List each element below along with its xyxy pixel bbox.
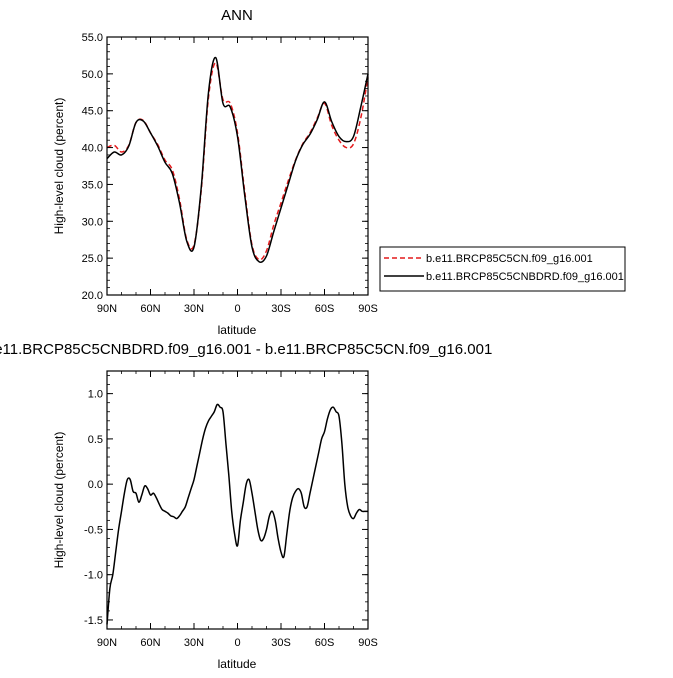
bottom-x-tick-label: 0 — [234, 637, 240, 649]
bottom-y-axis-label: High-level cloud (percent) — [52, 432, 66, 569]
bottom-y-tick-label: 0.0 — [88, 479, 103, 491]
bottom-series-line-0 — [106, 403, 368, 625]
top-x-tick-label: 60N — [140, 303, 160, 315]
legend-label-cn: b.e11.BRCP85C5CN.f09_g16.001 — [426, 253, 593, 265]
top-plot-frame — [106, 36, 369, 296]
bottom-plot-frame — [106, 370, 369, 630]
top-x-tick-label: 60S — [315, 303, 335, 315]
top-chart-title: ANN — [221, 7, 253, 24]
legend-box — [379, 246, 626, 292]
bottom-x-tick-label: 60S — [315, 637, 335, 649]
top-y-tick-label: 40.0 — [82, 143, 103, 155]
top-x-axis-label: latitude — [218, 323, 257, 337]
top-series-line-1 — [106, 56, 369, 263]
bottom-x-tick-label: 90N — [97, 637, 117, 649]
top-x-tick-label: 90N — [97, 303, 117, 315]
top-y-tick-label: 25.0 — [82, 253, 103, 265]
top-chart: ANN 20.0 25.0 30.0 35.0 40.0 45.0 50.0 55.0 90N… — [52, 7, 626, 337]
bottom-chart-title: b.e11.BRCP85C5CNBDRD.f09_g16.001 - b.e11… — [0, 341, 492, 358]
top-y-tick-label: 35.0 — [82, 179, 103, 191]
bottom-x-tick-label: 90S — [358, 637, 378, 649]
top-y-axis-label: High-level cloud (percent) — [52, 98, 66, 235]
bottom-x-axis-label: latitude — [218, 657, 257, 671]
top-y-tick-label: 45.0 — [82, 106, 103, 118]
bottom-y-tick-label: -0.5 — [84, 524, 103, 536]
top-y-tick-label: 20.0 — [82, 290, 103, 302]
legend: b.e11.BRCP85C5CN.f09_g16.001 b.e11.BRCP8… — [379, 246, 626, 292]
top-x-tick-label: 30N — [184, 303, 204, 315]
top-y-tick-label: 30.0 — [82, 216, 103, 228]
bottom-y-tick-label: -1.5 — [84, 615, 103, 627]
bottom-y-tick-label: 1.0 — [88, 389, 103, 401]
top-y-tick-label: 50.0 — [82, 69, 103, 81]
legend-label-cnbdrd: b.e11.BRCP85C5CNBDRD.f09_g16.001 — [426, 271, 624, 283]
bottom-x-tick-label: 60N — [140, 637, 160, 649]
top-x-tick-label: 90S — [358, 303, 378, 315]
top-y-tick-label: 55.0 — [82, 32, 103, 44]
top-series-line-0 — [106, 62, 369, 261]
bottom-x-tick-label: 30S — [271, 637, 291, 649]
bottom-chart: b.e11.BRCP85C5CNBDRD.f09_g16.001 - b.e11… — [0, 341, 492, 671]
bottom-y-tick-label: -1.0 — [84, 570, 103, 582]
top-x-tick-label: 30S — [271, 303, 291, 315]
bottom-x-tick-label: 30N — [184, 637, 204, 649]
bottom-y-tick-label: 0.5 — [88, 434, 103, 446]
top-x-tick-label: 0 — [234, 303, 240, 315]
